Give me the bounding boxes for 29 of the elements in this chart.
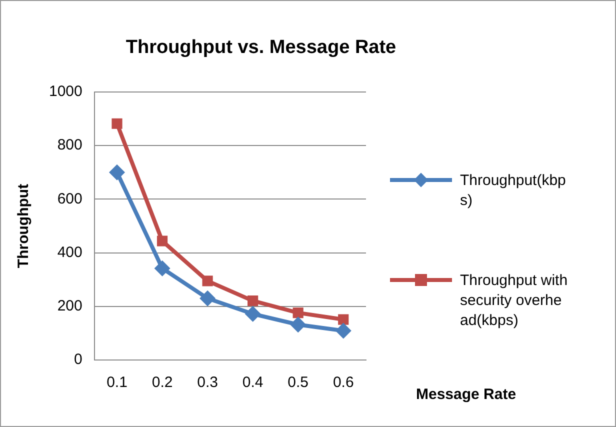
point [154,260,170,276]
x-tick-label: 0.2 [152,374,173,392]
point [248,295,258,306]
x-tick-label: 0.1 [106,374,128,392]
point [112,118,122,129]
legend-label: Throughput(kbps) [460,171,567,211]
y-tick-label: 600 [57,190,82,208]
x-axis-title: Message Rate [416,386,516,403]
point [156,236,168,246]
point [109,164,126,180]
y-axis-title: Throughput [15,184,32,268]
y-tick-label: 800 [57,136,82,154]
x-tick-label: 0.5 [288,374,309,392]
point [244,306,261,322]
point [335,322,352,339]
point [290,316,306,333]
y-tick-label: 200 [57,298,82,315]
x-tick-label: 0.3 [197,374,218,392]
y-tick-label: 0 [74,351,82,368]
x-tick-label: 0.4 [242,374,264,392]
x-tick-label: 0.6 [332,374,354,392]
y-tick-label: 400 [57,244,82,261]
point [338,314,349,325]
chart-title: Throughput vs. Message Rate [124,37,398,59]
y-tick-label: 1000 [48,83,82,100]
point [202,276,213,286]
legend-label: Throughput with security overhead(kbps) [460,271,569,331]
point [292,308,304,318]
point [200,290,216,306]
